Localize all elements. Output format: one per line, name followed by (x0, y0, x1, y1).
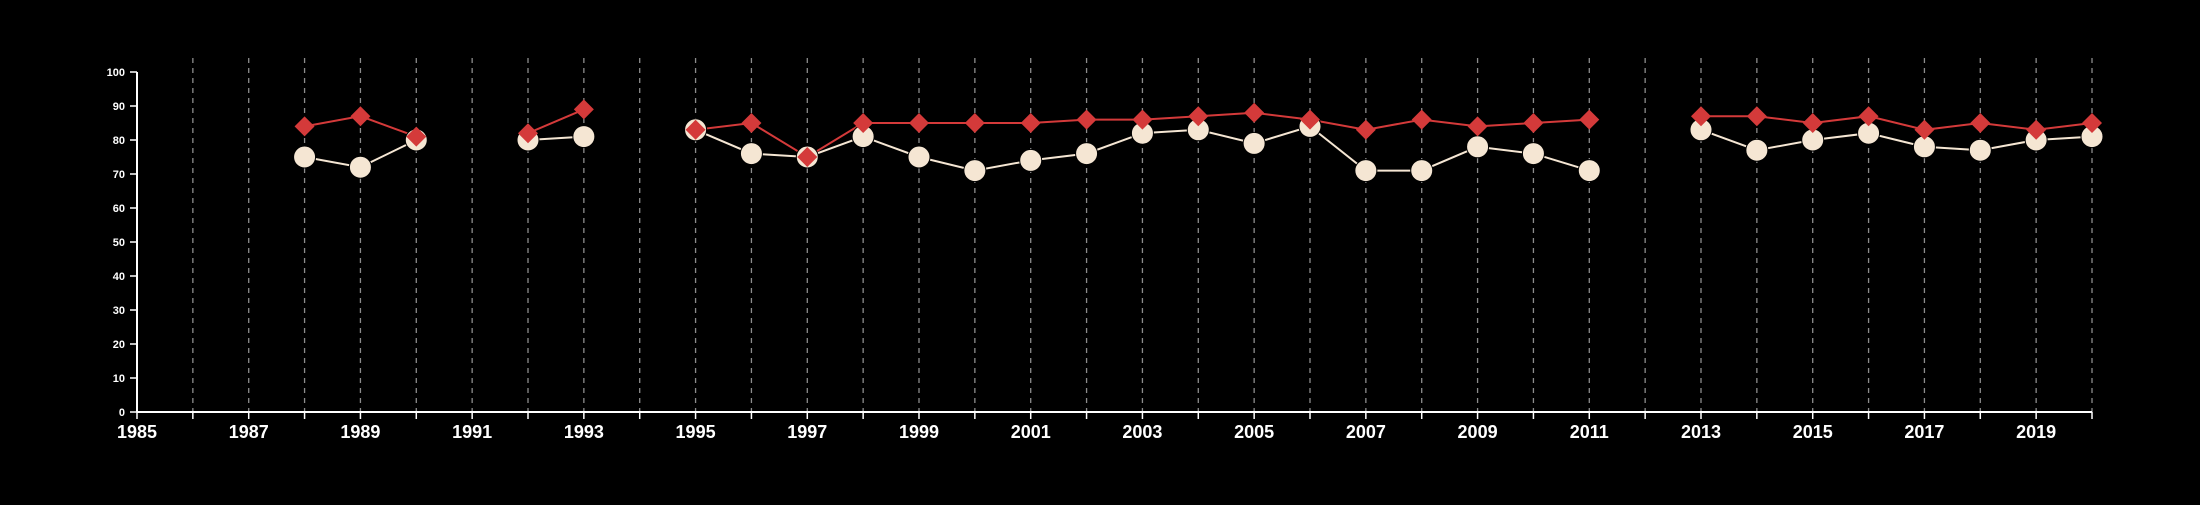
y-tick-label: 30 (113, 305, 125, 317)
series-0-point (2082, 113, 2102, 133)
series-1-point (348, 155, 372, 179)
x-tick-label: 1991 (452, 422, 492, 442)
series-0-point (406, 126, 427, 147)
series-1-point (1242, 131, 1266, 155)
series-0-point (1411, 109, 1432, 130)
series-0-point (964, 113, 985, 133)
x-tick-label: 2019 (2016, 422, 2056, 442)
y-tick-label: 40 (113, 271, 125, 283)
series-1-point (1354, 159, 1378, 183)
y-tick-label: 90 (113, 101, 125, 113)
series-0-point (2026, 119, 2047, 140)
y-tick-label: 20 (113, 339, 125, 351)
y-tick-label: 100 (107, 67, 125, 79)
x-tick-label: 2015 (1793, 422, 1833, 442)
x-tick-label: 2013 (1681, 422, 1721, 442)
series-1-point (293, 145, 317, 169)
y-tick-label: 60 (113, 203, 125, 215)
series-0-point (573, 99, 594, 120)
y-tick-label: 70 (113, 169, 125, 181)
series-0-point (1467, 116, 1488, 137)
x-tick-label: 1999 (899, 422, 939, 442)
series-0-point (1020, 113, 1041, 133)
series-0-point (518, 123, 538, 144)
x-tick-label: 2003 (1122, 422, 1162, 442)
y-tick-label: 10 (113, 373, 125, 385)
x-tick-label: 1985 (117, 422, 157, 442)
x-tick-label: 2011 (1570, 422, 1609, 442)
series-0-point (1579, 109, 1600, 130)
x-tick-label: 1993 (564, 422, 604, 442)
x-tick-label: 2001 (1011, 422, 1051, 442)
series-0-line (527, 108, 585, 135)
series-0-point (350, 106, 371, 127)
series-1-point (1466, 135, 1490, 159)
x-tick-label: 2017 (1904, 422, 1944, 442)
axes: 0 10 20 30 40 50 60 70 80 90 100 1985 1987 1989 1991 19… (107, 67, 2093, 442)
y-tick-label: 50 (113, 237, 125, 249)
series-1-point (907, 145, 931, 169)
x-tick-label: 1989 (340, 422, 380, 442)
series-0-point (1914, 119, 1935, 140)
x-tick-label: 2007 (1346, 422, 1386, 442)
series-0-point (1076, 109, 1097, 130)
series-0-point (741, 113, 762, 133)
y-tick-label: 0 (119, 407, 125, 419)
series-0-point (1746, 106, 1767, 127)
series-0-point (1523, 113, 1544, 133)
x-tick-label: 1987 (229, 422, 269, 442)
series (293, 99, 2104, 183)
series-0-point (1802, 113, 1823, 133)
series-1-point (1745, 138, 1769, 162)
series-0-point (294, 116, 315, 137)
series-0-point (1244, 102, 1265, 123)
series-0-point (1300, 109, 1320, 130)
x-tick-label: 2009 (1458, 422, 1498, 442)
series-1-point (1410, 159, 1434, 183)
series-1-point (963, 159, 987, 183)
series-0-point (1858, 106, 1879, 127)
series-1-point (572, 125, 596, 149)
series-0-line (1701, 115, 2093, 131)
series-1-point (1577, 159, 1601, 183)
x-tick-label: 2005 (1234, 422, 1274, 442)
series-1-point (1019, 148, 1043, 172)
series-0-point (1691, 106, 1711, 127)
series-1-point (1521, 142, 1545, 166)
x-tick-label: 1995 (676, 422, 716, 442)
series-1-point (1075, 142, 1099, 166)
x-tick-label: 1997 (787, 422, 827, 442)
series-1-point (739, 142, 763, 166)
series-0-point (909, 113, 929, 133)
series-1-point (1968, 138, 1992, 162)
series-0-point (1355, 119, 1376, 140)
series-0-point (797, 147, 818, 167)
series-0-point (853, 113, 874, 133)
series-0-point (685, 119, 706, 140)
y-tick-label: 80 (113, 135, 125, 147)
series-0-point (1132, 109, 1153, 130)
gridlines (192, 58, 2093, 412)
series-0-point (1188, 106, 1209, 127)
series-0-point (1970, 113, 1991, 133)
